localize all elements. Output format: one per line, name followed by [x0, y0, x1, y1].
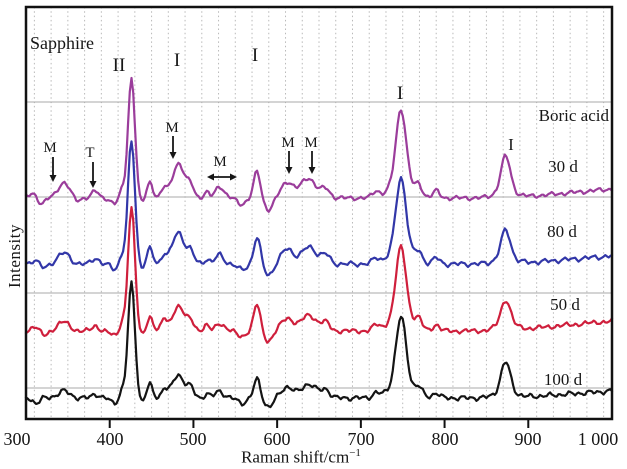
- annotation-t: T: [85, 145, 94, 161]
- annotation-ii: II: [113, 55, 126, 76]
- annotation-80-d: 80 d: [547, 222, 577, 241]
- x-tick-label: 600: [264, 429, 291, 449]
- x-tick-label: 1 000: [578, 429, 619, 449]
- x-axis-title-exponent: −1: [349, 447, 361, 459]
- x-tick-label: 700: [348, 429, 375, 449]
- peak-arrowhead: [285, 167, 293, 174]
- x-tick-label: 500: [180, 429, 207, 449]
- peak-arrowhead: [49, 175, 57, 182]
- annotation-50-d: 50 d: [550, 295, 580, 314]
- annotation-i: I: [397, 83, 403, 104]
- peak-arrowhead-left: [207, 173, 214, 181]
- peak-arrowhead-right: [230, 173, 237, 181]
- annotation-30-d: 30 d: [548, 157, 578, 176]
- annotation-m: M: [281, 135, 294, 151]
- annotation-m: M: [304, 135, 317, 151]
- x-axis-title: Raman shift/cm−1: [241, 447, 361, 468]
- peak-arrowhead: [169, 152, 177, 159]
- x-tick-label: 900: [515, 429, 542, 449]
- annotation-i: I: [508, 135, 514, 154]
- annotation-i: I: [174, 50, 180, 71]
- series-line-100-d: [24, 280, 614, 409]
- x-tick-label: 800: [432, 429, 459, 449]
- x-axis-title-base: Raman shift/cm: [241, 447, 350, 467]
- y-axis-title: Intensity: [5, 224, 24, 288]
- annotation-m: M: [213, 154, 226, 170]
- annotation-100-d: 100 d: [544, 370, 583, 389]
- peak-arrowhead: [89, 181, 97, 188]
- annotation-i: I: [252, 45, 258, 66]
- series-line-30-d: [24, 76, 614, 213]
- series-line-50-d: [24, 206, 614, 344]
- annotation-boric-acid: Boric acid: [539, 106, 610, 125]
- annotation-m: M: [165, 120, 178, 136]
- plot-border: [24, 5, 614, 421]
- x-tick-label: 300: [4, 429, 31, 449]
- series-line-80-d: [24, 140, 614, 277]
- annotation-sapphire: Sapphire: [30, 33, 94, 53]
- peak-arrowhead: [308, 167, 316, 174]
- x-tick-label: 400: [97, 429, 124, 449]
- annotation-m: M: [43, 140, 56, 156]
